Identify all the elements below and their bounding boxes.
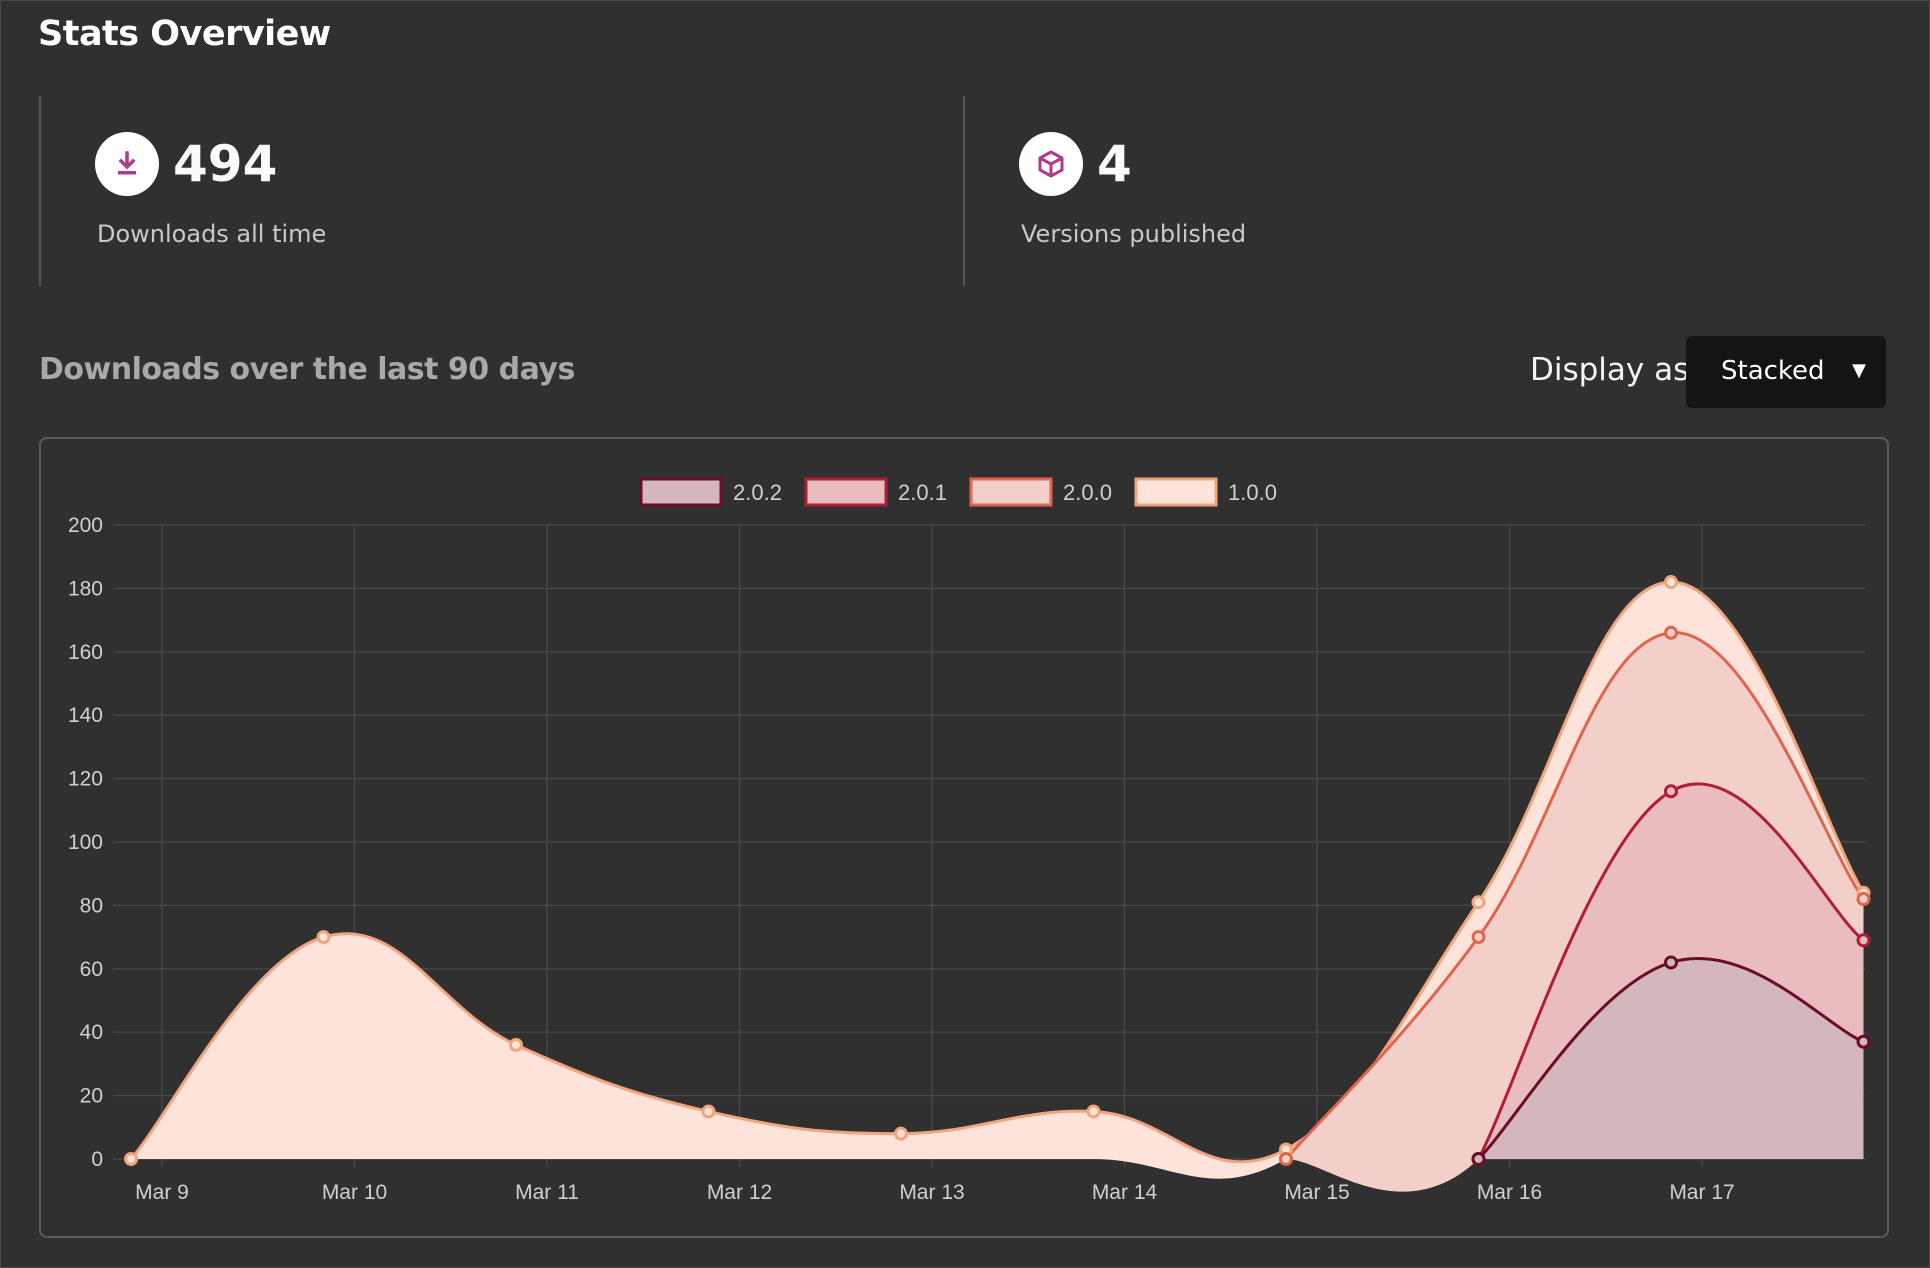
series-area-2.0.0: [1286, 632, 1864, 1192]
series-area-1.0.0: [131, 582, 1864, 1179]
x-tick-label: Mar 15: [1284, 1181, 1349, 1204]
x-tick-label: Mar 12: [707, 1181, 772, 1204]
data-point-1.0.0: [1664, 575, 1678, 590]
package-cube-icon: [1019, 132, 1083, 196]
downloads-label: Downloads all time: [97, 220, 327, 248]
y-tick-label: 120: [68, 768, 103, 791]
data-point-1.0.0: [124, 1152, 138, 1166]
versions-stat: 4 Versions published: [963, 96, 1885, 286]
data-point-1.0.0: [1471, 895, 1486, 910]
series-line-1.0.0: [129, 580, 1865, 1164]
series-area-2.0.1: [1478, 783, 1864, 1159]
data-point-2.0.0: [1471, 930, 1486, 945]
legend-swatch-2.0.2: [639, 477, 723, 507]
x-tick-label: Mar 17: [1669, 1181, 1734, 1204]
data-point-1.0.0: [509, 1037, 523, 1052]
download-icon: [95, 132, 159, 196]
x-tick-label: Mar 13: [899, 1181, 964, 1204]
data-point-2.0.0: [1664, 625, 1678, 640]
display-mode-select[interactable]: Stacked ▼: [1686, 336, 1886, 408]
downloads-count: 494: [173, 135, 278, 193]
x-tick-label: Mar 16: [1477, 1181, 1542, 1204]
x-tick-label: Mar 10: [322, 1181, 387, 1204]
data-point-2.0.0: [1856, 892, 1871, 907]
legend-label-1.0.0: 1.0.0: [1228, 480, 1277, 505]
legend-swatch-1.0.0: [1134, 477, 1218, 507]
data-point-1.0.0: [701, 1104, 716, 1119]
y-tick-label: 20: [80, 1085, 103, 1108]
y-tick-label: 200: [68, 514, 103, 537]
x-tick-label: Mar 11: [515, 1181, 579, 1204]
data-point-2.0.0: [1279, 1152, 1293, 1166]
y-tick-label: 160: [68, 641, 103, 664]
legend-label-2.0.1: 2.0.1: [898, 480, 947, 505]
data-point-2.0.2: [1471, 1152, 1486, 1166]
y-tick-label: 80: [80, 894, 103, 917]
data-point-1.0.0: [316, 930, 331, 945]
downloads-chart-container: 0 20 40 60 80 100 120 140 160 180 200 Mar 9 Mar 10 Ma…: [39, 437, 1889, 1238]
downloads-chart: 0 20 40 60 80 100 120 140 160 180 200 Mar 9 Mar 10 Ma…: [68, 477, 1871, 1204]
series-line-2.0.0: [1284, 631, 1865, 1160]
data-point-2.0.2: [1664, 955, 1678, 970]
y-tick-label: 180: [68, 577, 103, 600]
chart-heading: Downloads over the last 90 days: [39, 352, 575, 387]
data-point-2.0.1: [1664, 784, 1678, 799]
x-tick-label: Mar 9: [135, 1181, 189, 1204]
legend-label-2.0.0: 2.0.0: [1063, 480, 1112, 505]
display-as-label: Display as: [1530, 352, 1690, 388]
data-point-2.0.2: [1856, 1034, 1871, 1049]
y-tick-label: 40: [80, 1021, 103, 1044]
legend-label-2.0.2: 2.0.2: [733, 480, 782, 505]
downloads-stat: 494 Downloads all time: [39, 96, 961, 286]
y-tick-label: 140: [68, 704, 103, 727]
section-title: Stats Overview: [38, 14, 331, 54]
versions-label: Versions published: [1021, 220, 1247, 248]
y-tick-label: 0: [91, 1148, 103, 1171]
data-point-1.0.0: [1086, 1104, 1101, 1119]
y-tick-label: 100: [68, 831, 103, 854]
legend-swatch-2.0.1: [804, 477, 888, 507]
series-area-2.0.2: [1478, 958, 1864, 1159]
caret-down-icon: ▼: [1852, 360, 1866, 381]
display-mode-value: Stacked: [1721, 356, 1825, 386]
x-tick-label: Mar 14: [1092, 1181, 1158, 1204]
y-tick-label: 60: [80, 958, 103, 981]
legend-swatch-2.0.0: [969, 477, 1053, 507]
data-point-2.0.1: [1856, 933, 1871, 948]
versions-count: 4: [1097, 135, 1132, 193]
data-point-1.0.0: [894, 1126, 908, 1141]
